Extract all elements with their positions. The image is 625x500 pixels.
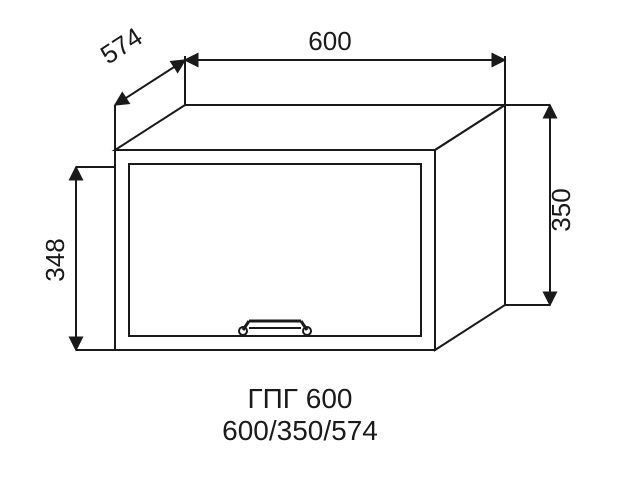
cabinet-side-face (435, 105, 505, 350)
dim-depth-line (115, 60, 185, 105)
handle-icon (239, 321, 311, 335)
model-label: ГПГ 600 (248, 383, 353, 414)
dim-height-left-label: 348 (40, 238, 70, 281)
dim-width-label: 600 (308, 26, 351, 56)
dim-height-right-label: 350 (546, 188, 576, 231)
cabinet-door (129, 164, 421, 336)
dim-depth-label: 574 (95, 21, 148, 70)
dims-label: 600/350/574 (222, 415, 378, 446)
